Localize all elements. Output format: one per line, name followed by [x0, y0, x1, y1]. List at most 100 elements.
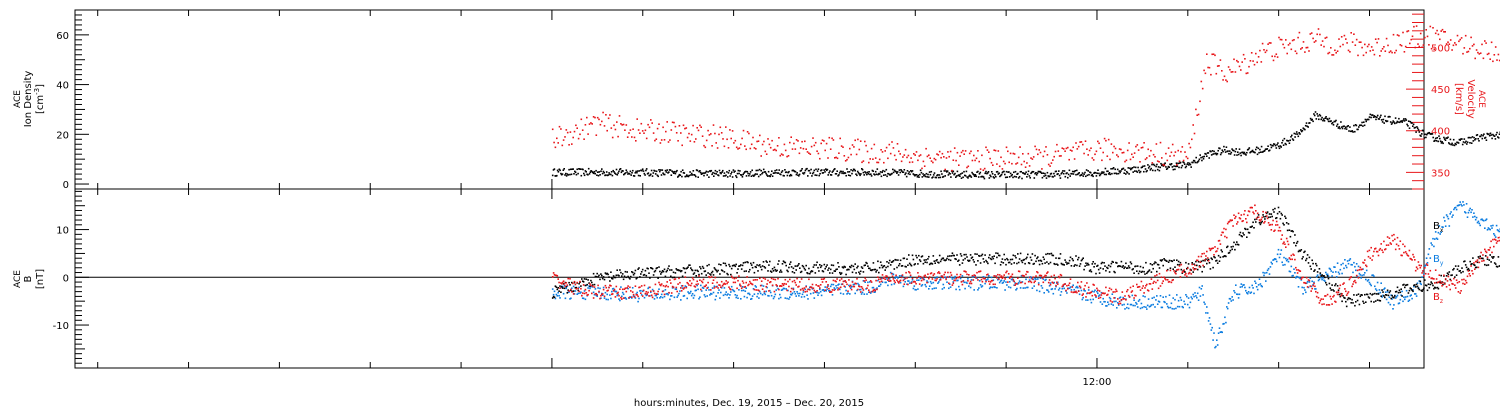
data-point: [618, 274, 620, 277]
data-point: [1103, 262, 1105, 264]
data-point: [1376, 114, 1379, 117]
data-point: [614, 128, 617, 131]
data-point: [1345, 264, 1347, 267]
data-point: [759, 264, 761, 266]
data-point: [666, 292, 668, 295]
data-point: [605, 298, 608, 301]
data-point: [1174, 165, 1177, 168]
data-point: [1063, 170, 1066, 172]
data-point: [1286, 139, 1288, 142]
data-point: [1237, 151, 1239, 153]
data-point: [1156, 303, 1159, 305]
data-point: [798, 295, 800, 297]
data-point: [881, 171, 883, 174]
data-point: [819, 288, 821, 291]
data-point: [1497, 53, 1500, 56]
data-point: [923, 259, 926, 261]
data-point: [1486, 258, 1489, 260]
data-point: [1305, 46, 1308, 49]
data-point: [636, 118, 638, 120]
data-point: [671, 276, 674, 279]
data-point: [654, 294, 657, 297]
data-point: [735, 175, 737, 177]
data-point: [1123, 267, 1125, 270]
data-point: [962, 149, 964, 152]
data-point: [580, 285, 582, 287]
data-point: [721, 270, 724, 272]
data-point: [956, 170, 959, 173]
data-point: [682, 295, 685, 297]
data-point: [571, 168, 574, 170]
data-point: [1155, 299, 1157, 301]
data-point: [683, 267, 686, 270]
data-point: [782, 154, 784, 156]
data-point: [1102, 172, 1104, 174]
data-point: [680, 270, 683, 272]
data-point: [734, 265, 737, 268]
data-point: [611, 174, 614, 177]
data-point: [868, 267, 870, 270]
data-point: [772, 270, 775, 272]
data-point: [622, 293, 625, 296]
data-point: [865, 172, 867, 174]
data-point: [750, 143, 753, 146]
data-point: [816, 261, 818, 264]
data-point: [559, 285, 561, 287]
data-point: [1485, 264, 1488, 267]
data-point: [922, 262, 925, 265]
data-point: [742, 173, 744, 176]
data-point: [611, 290, 613, 293]
data-point: [824, 171, 826, 173]
data-point: [1418, 45, 1421, 48]
data-point: [1169, 155, 1171, 157]
data-point: [641, 290, 644, 293]
data-point: [1339, 45, 1342, 48]
data-point: [1249, 292, 1252, 294]
data-point: [1252, 221, 1254, 224]
data-point: [1126, 149, 1129, 152]
data-point: [1054, 150, 1057, 153]
data-point: [1113, 145, 1115, 148]
data-point: [1044, 174, 1047, 177]
data-point: [674, 125, 677, 128]
data-point: [675, 132, 678, 134]
data-point: [1113, 172, 1116, 175]
data-point: [681, 169, 684, 171]
data-point: [909, 275, 912, 278]
data-point: [930, 170, 933, 173]
data-point: [1081, 172, 1084, 174]
data-point: [1143, 170, 1145, 173]
data-point: [1482, 257, 1484, 260]
data-point: [753, 147, 756, 149]
data-point: [720, 269, 723, 271]
data-point: [1417, 43, 1419, 45]
data-point: [1455, 43, 1457, 46]
data-point: [1031, 158, 1034, 160]
data-point: [765, 290, 767, 293]
data-point: [1201, 285, 1203, 287]
data-point: [1425, 133, 1428, 136]
data-point: [1045, 177, 1048, 179]
data-point: [1045, 146, 1047, 148]
data-point: [1425, 257, 1428, 259]
data-point: [1076, 264, 1078, 267]
data-point: [630, 174, 632, 176]
data-point: [936, 259, 938, 261]
data-point: [912, 287, 915, 290]
data-point: [1242, 232, 1244, 234]
data-point: [1406, 295, 1409, 298]
data-point: [1021, 261, 1024, 264]
data-point: [569, 284, 571, 286]
data-point: [647, 287, 649, 290]
data-point: [584, 124, 587, 126]
data-point: [775, 270, 777, 272]
data-point: [1211, 326, 1213, 329]
data-point: [819, 266, 822, 269]
data-point: [617, 293, 619, 296]
data-point: [1454, 207, 1456, 209]
data-point: [874, 157, 877, 159]
data-point: [698, 273, 700, 276]
data-point: [994, 174, 996, 176]
data-point: [784, 149, 787, 152]
data-point: [981, 154, 983, 157]
